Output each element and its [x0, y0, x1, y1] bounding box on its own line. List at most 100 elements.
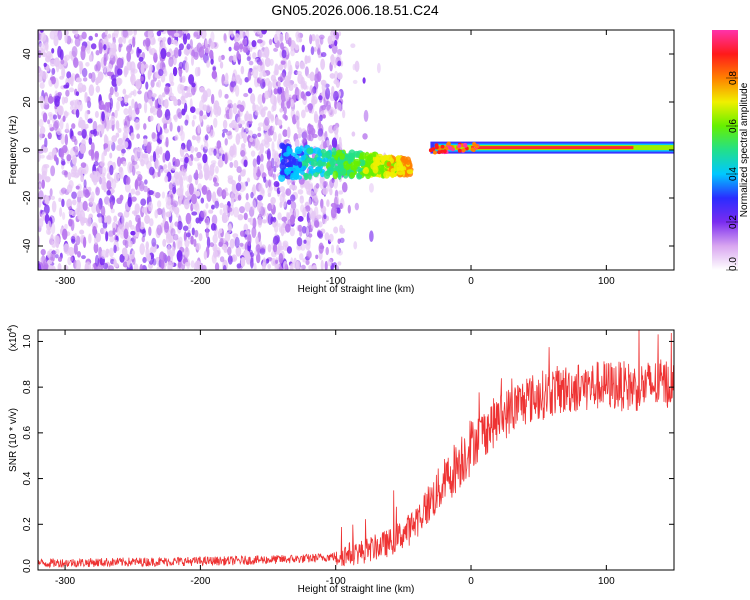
heatmap-noise-cell [140, 198, 147, 206]
heatmap-noise-cell [75, 108, 80, 118]
heatmap-noise-cell [219, 209, 223, 216]
heatmap-noise-cell [95, 203, 101, 214]
heatmap-noise-cell [290, 194, 296, 202]
heatmap-noise-cell [65, 122, 70, 132]
heatmap-noise-cell [188, 174, 193, 184]
heatmap-noise-cell [204, 39, 208, 49]
heatmap-noise-cell [221, 212, 228, 224]
heatmap-noise-cell [199, 87, 206, 93]
heatmap-noise-cell [57, 45, 62, 58]
heatmap-noise-cell [268, 38, 273, 46]
heatmap-noise-cell [309, 71, 315, 82]
heatmap-noise-cell [179, 84, 185, 91]
x-tick-label: 100 [598, 576, 615, 587]
snr-multiplier-base: (x10 [8, 331, 19, 351]
heatmap-noise-cell [228, 149, 234, 162]
heatmap-transition-cell [294, 148, 302, 155]
heatmap-noise-cell [294, 86, 300, 99]
heatmap-noise-cell [38, 73, 43, 83]
heatmap-noise-cell [178, 61, 184, 70]
heatmap-noise-cell [95, 49, 100, 56]
heatmap-noise-cell [210, 160, 217, 165]
heatmap-noise-cell [233, 206, 240, 218]
heatmap-noise-cell [167, 261, 173, 270]
heatmap-noise-cell [142, 228, 147, 238]
heatmap-noise-cell [60, 187, 67, 194]
heatmap-noise-cell [46, 250, 51, 258]
heatmap-noise-cell [274, 259, 279, 264]
heatmap-noise-cell [124, 94, 130, 99]
heatmap-noise-cell [178, 43, 184, 51]
heatmap-noise-cell [172, 66, 178, 77]
heatmap-noise-cell [98, 216, 103, 224]
heatmap-noise-cell [296, 236, 303, 247]
heatmap-noise-cell [272, 243, 278, 253]
heatmap-noise-cell [196, 151, 202, 159]
heatmap-noise-cell [218, 241, 223, 247]
snr-xlabel: Height of straight line (km) [298, 584, 415, 595]
heatmap-noise-cell [237, 174, 242, 183]
heatmap-noise-cell [320, 58, 326, 71]
heatmap-noise-cell [131, 109, 136, 122]
heatmap-noise-cell [239, 43, 244, 50]
heatmap-noise-cell [133, 163, 140, 170]
heatmap-noise-cell [113, 215, 118, 223]
heatmap-noise-cell [252, 217, 257, 229]
heatmap-noise-cell [47, 119, 51, 125]
heatmap-noise-cell [50, 222, 56, 235]
heatmap-noise-cell [49, 236, 54, 246]
heatmap-noise-cell [350, 43, 356, 49]
heatmap-noise-cell [92, 225, 97, 236]
heatmap-noise-cell [277, 86, 283, 95]
heatmap-noise-cell [163, 211, 167, 222]
heatmap-noise-cell [172, 180, 179, 186]
heatmap-noise-cell [299, 229, 303, 237]
heatmap-noise-cell [162, 252, 167, 261]
heatmap-noise-cell [308, 124, 314, 133]
heatmap-noise-cell [138, 56, 144, 62]
heatmap-noise-cell [347, 204, 351, 214]
heatmap-noise-cell [151, 237, 157, 247]
heatmap-noise-cell [173, 206, 180, 215]
heatmap-noise-cell [342, 109, 346, 119]
heatmap-noise-cell [222, 119, 228, 129]
heatmap-noise-cell [38, 43, 44, 49]
heatmap-noise-cell [193, 238, 197, 248]
heatmap-noise-cell [282, 129, 288, 137]
heatmap-noise-cell [61, 212, 66, 220]
heatmap-noise-cell [156, 30, 162, 37]
heatmap-noise-cell [320, 198, 324, 209]
heatmap-noise-cell [259, 163, 265, 174]
heatmap-noise-cell [94, 150, 100, 159]
heatmap-noise-cell [306, 250, 312, 260]
heatmap-noise-cell [149, 64, 153, 73]
heatmap-noise-cell [267, 244, 272, 253]
heatmap-noise-cell [143, 101, 148, 114]
heatmap-noise-cell [195, 169, 199, 181]
heatmap-noise-cell [289, 184, 295, 190]
heatmap-noise-cell [352, 79, 358, 84]
heatmap-noise-cell [88, 54, 93, 62]
heatmap-noise-cell [72, 165, 78, 172]
heatmap-noise-cell [90, 149, 95, 160]
heatmap-noise-cell [111, 48, 117, 53]
heatmap-noise-cell [328, 233, 334, 243]
heatmap-noise-cell [171, 39, 178, 45]
heatmap-noise-cell [308, 190, 315, 197]
heatmap-noise-cell [183, 246, 190, 258]
heatmap-noise-cell [221, 73, 226, 86]
heatmap-noise-cell [152, 38, 156, 45]
heatmap-noise-cell [200, 197, 205, 204]
heatmap-noise-cell [229, 238, 235, 249]
heatmap-noise-cell [51, 48, 55, 54]
heatmap-noise-cell [88, 233, 92, 244]
heatmap-noise-cell [362, 133, 368, 140]
heatmap-noise-cell [302, 258, 307, 263]
heatmap-noise-cell [325, 87, 331, 100]
heatmap-noise-cell [44, 99, 49, 105]
heatmap-noise-cell [270, 74, 276, 82]
heatmap-noise-cell [106, 180, 112, 190]
heatmap-noise-cell [66, 71, 72, 79]
heatmap-noise-cell [208, 147, 214, 156]
heatmap-noise-cell [301, 44, 305, 53]
